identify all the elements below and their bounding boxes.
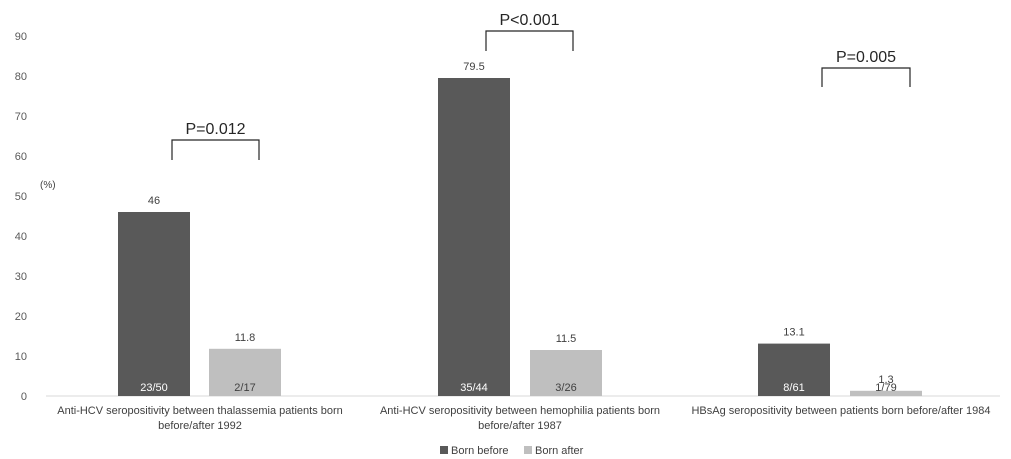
bar-count-label: 1/79: [875, 382, 896, 394]
category-label: before/after 1987: [478, 420, 562, 432]
bar-value-label: 79.5: [463, 61, 484, 73]
y-tick-label: 50: [15, 191, 27, 203]
bar-count-label: 2/17: [234, 382, 255, 394]
bar-value-label: 11.8: [235, 332, 256, 344]
y-axis-unit-label: (%): [40, 180, 56, 191]
p-value-label: P<0.001: [499, 12, 559, 29]
significance-bracket: [821, 67, 911, 87]
bar-born-before: [438, 78, 510, 396]
y-tick-label: 40: [15, 231, 27, 243]
y-tick-label: 60: [15, 151, 27, 163]
y-axis: 0 10 20 30 40 50 60 70 80 90: [15, 31, 27, 403]
bars-group: 46 23/50 79.5 35/44 13.1 8/61 11.8 2/17 11.5 3/26…: [118, 61, 922, 396]
category-label: before/after 1992: [158, 420, 242, 432]
y-tick-label: 80: [15, 71, 27, 83]
legend: Born before Born after: [440, 445, 584, 457]
p-value-label: P=0.012: [185, 121, 245, 138]
y-tick-label: 30: [15, 271, 27, 283]
bar-value-label: 46: [148, 195, 160, 207]
y-tick-label: 20: [15, 311, 27, 323]
bar-value-label: 11.5: [556, 333, 577, 345]
bar-value-label: 1.3: [878, 374, 893, 386]
y-tick-label: 70: [15, 111, 27, 123]
bar-count-label: 23/50: [140, 382, 168, 394]
significance-bracket: [485, 30, 574, 51]
p-value-label: P=0.005: [836, 49, 896, 66]
bar-count-label: 3/26: [555, 382, 576, 394]
legend-label-born-before: Born before: [451, 445, 508, 457]
category-labels: Anti-HCV seropositivity between thalasse…: [57, 405, 990, 432]
bar-born-after: [209, 348, 281, 396]
legend-swatch-born-after: [524, 446, 532, 454]
y-tick-label: 90: [15, 31, 27, 43]
bar-born-before: [758, 343, 830, 396]
category-label: Anti-HCV seropositivity between thalasse…: [57, 405, 343, 417]
category-label: HBsAg seropositivity between patients bo…: [691, 405, 990, 417]
significance-bracket: [171, 139, 260, 160]
bar-count-label: 8/61: [783, 382, 804, 394]
bar-born-after: [530, 350, 602, 396]
significance-brackets: P=0.012 P<0.001 P=0.005: [171, 12, 911, 160]
y-tick-label: 10: [15, 351, 27, 363]
category-label: Anti-HCV seropositivity between hemophil…: [380, 405, 660, 417]
legend-swatch-born-before: [440, 446, 448, 454]
bar-born-after: [850, 390, 922, 396]
bar-born-before: [118, 212, 190, 396]
legend-label-born-after: Born after: [535, 445, 584, 457]
bar-value-label: 13.1: [783, 327, 804, 339]
y-tick-label: 0: [21, 391, 27, 403]
bar-count-label: 35/44: [460, 382, 488, 394]
